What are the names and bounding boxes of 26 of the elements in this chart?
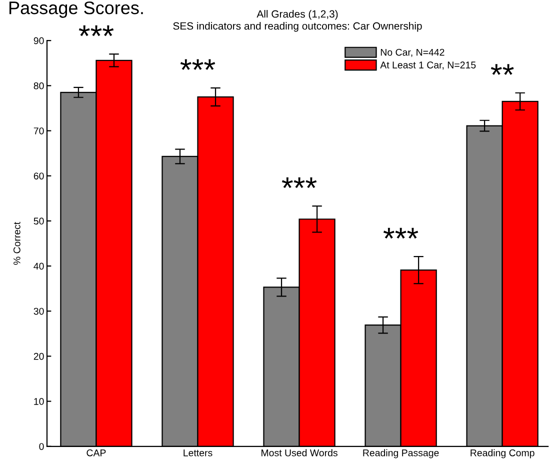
chart-title: All Grades (1,2,3)	[256, 10, 338, 20]
legend-label: At Least 1 Car, N=215	[380, 62, 476, 70]
x-tick-label: CAP	[86, 449, 106, 456]
y-tick-label: 30	[34, 308, 44, 315]
y-tick-label: 10	[34, 398, 44, 405]
legend-label: No Car, N=442	[380, 48, 444, 57]
annotation: **	[490, 64, 514, 75]
y-tick-label: 50	[34, 218, 44, 225]
y-tick-label: 80	[34, 82, 44, 90]
text: ***	[78, 25, 114, 36]
y-axis-title: % Correct	[13, 222, 20, 265]
annotation: ***	[383, 228, 418, 239]
y-tick-label: 60	[34, 172, 44, 180]
x-tick-label: Most Used Words	[262, 449, 338, 456]
text: Passage Scores.	[9, 1, 143, 18]
y-tick-label: 70	[34, 127, 44, 134]
y-tick-label: 40	[34, 262, 44, 270]
y-tick-label: 90	[34, 37, 44, 44]
chart-subtitle: SES indicators and reading outcomes: Car Ownership	[173, 22, 422, 32]
annotation: ***	[180, 59, 216, 70]
y-tick-label: 20	[34, 352, 44, 360]
x-tick-label: Reading Comp	[470, 449, 534, 458]
annotation: ***	[282, 177, 317, 188]
x-tick-label: Letters	[184, 450, 212, 456]
y-tick-label: 0	[39, 443, 44, 450]
x-tick-label: Reading Passage	[363, 449, 439, 458]
